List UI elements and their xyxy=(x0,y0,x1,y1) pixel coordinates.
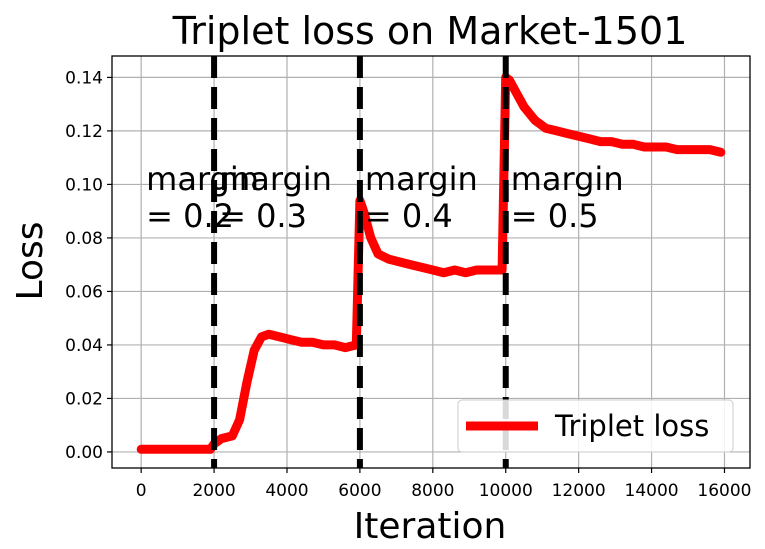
chart-title: Triplet loss on Market-1501 xyxy=(172,9,688,53)
vlines-layer xyxy=(211,56,509,468)
series-line-triplet-loss xyxy=(136,72,726,454)
y-axis-ticks: 0.00 0.02 0.04 0.06 0.08 0.10 0.12 0.14 xyxy=(65,68,112,463)
x-axis-label: Iteration xyxy=(354,506,507,547)
x-tick-label: 2000 xyxy=(192,481,235,501)
x-tick-label: 6000 xyxy=(338,481,381,501)
margin-annotation: margin xyxy=(146,160,259,198)
series-layer xyxy=(136,72,726,454)
plot-frame xyxy=(111,55,751,469)
x-tick-label: 16000 xyxy=(697,481,751,501)
y-tick-label: 0.12 xyxy=(65,122,103,142)
x-tick-label: 12000 xyxy=(552,481,606,501)
y-tick-label: 0.08 xyxy=(65,229,103,249)
y-tick-label: 0.04 xyxy=(65,336,103,356)
x-tick-label: 10000 xyxy=(479,481,533,501)
x-axis-ticks: 0 2000 4000 6000 8000 10000 12000 14000 16000 xyxy=(136,468,752,501)
y-tick-label: 0.06 xyxy=(65,282,103,302)
x-tick-label: 4000 xyxy=(265,481,308,501)
x-tick-label: 8000 xyxy=(411,481,454,501)
legend-box xyxy=(457,399,734,453)
y-axis-label: Loss xyxy=(10,222,51,301)
margin-annotation: = 0.5 xyxy=(511,197,599,235)
x-tick-label: 0 xyxy=(136,481,147,501)
y-tick-label: 0.02 xyxy=(65,389,103,409)
margin-annotation: = 0.2 xyxy=(146,197,234,235)
y-tick-label: 0.10 xyxy=(65,175,103,195)
y-tick-label: 0.00 xyxy=(65,443,103,463)
x-tick-label: 14000 xyxy=(625,481,679,501)
y-tick-label: 0.14 xyxy=(65,68,103,88)
margin-annotation: = 0.3 xyxy=(219,197,307,235)
legend: Triplet loss xyxy=(457,399,734,453)
margin-annotation: margin xyxy=(511,160,624,198)
margin-annotation: margin xyxy=(365,160,478,198)
margin-annotation: margin xyxy=(219,160,332,198)
legend-label-triplet-loss: Triplet loss xyxy=(554,409,709,443)
margin-annotation: = 0.4 xyxy=(365,197,453,235)
